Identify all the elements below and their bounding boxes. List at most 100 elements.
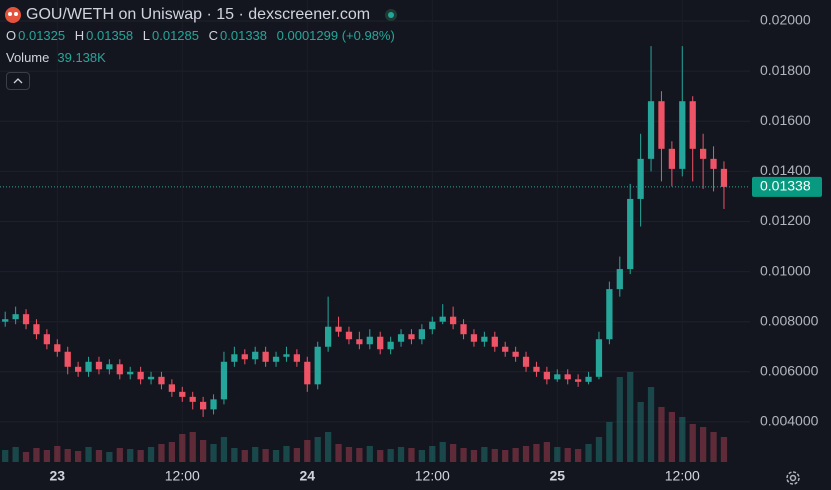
legend-value: 0.01358 xyxy=(86,28,134,43)
candle-body xyxy=(210,399,217,410)
volume-bar xyxy=(127,449,134,462)
volume-bar xyxy=(585,444,592,462)
candle-body xyxy=(168,384,175,392)
volume-bar xyxy=(137,450,144,462)
volume-bar xyxy=(158,444,165,462)
candle-body xyxy=(189,396,196,402)
volume-bar xyxy=(481,447,488,462)
volume-legend: Volume 39.138K xyxy=(6,50,112,65)
candle-body xyxy=(429,321,436,330)
candle-body xyxy=(252,351,259,360)
legend-key: O xyxy=(6,28,17,43)
candle-body xyxy=(470,334,478,342)
ohlc-legend: O 0.01325 H 0.01358 L 0.01285 C 0.01338 0.00… xyxy=(6,28,401,43)
candle-body xyxy=(325,326,332,347)
candle-body xyxy=(481,336,488,342)
volume-bar xyxy=(606,422,613,462)
candle-body xyxy=(533,366,540,372)
candle-body xyxy=(637,158,644,199)
x-tick-label: 12:00 xyxy=(415,468,450,484)
volume-bar xyxy=(335,444,342,462)
volume-bar xyxy=(429,446,436,462)
legend-key: Volume xyxy=(6,50,50,65)
volume-bar xyxy=(533,444,540,462)
volume-bar xyxy=(241,450,248,462)
volume-bar xyxy=(470,450,478,462)
legend-value: 0.01285 xyxy=(152,28,199,43)
volume-bar xyxy=(647,387,655,462)
volume-bar xyxy=(512,448,519,462)
candle-body xyxy=(554,374,561,380)
candle-body xyxy=(85,361,92,372)
candle-body xyxy=(408,334,415,340)
volume-bar xyxy=(658,407,665,462)
legend-value: 0.01338 xyxy=(220,28,268,43)
volume-bar xyxy=(356,448,363,462)
candle-body xyxy=(668,148,675,169)
candle-body xyxy=(606,289,613,340)
y-tick-label: 0.01000 xyxy=(760,262,811,278)
legend-key: H xyxy=(74,28,85,43)
volume-bar xyxy=(314,437,321,462)
candle-body xyxy=(397,334,405,342)
last-price-label: 0.01338 xyxy=(760,178,811,194)
volume-bar xyxy=(116,448,123,462)
candle-body xyxy=(106,364,113,370)
candle-body xyxy=(720,168,728,187)
candle-body xyxy=(595,339,603,377)
candle-body xyxy=(356,339,363,345)
candle-body xyxy=(689,101,696,149)
volume-bar xyxy=(710,432,717,462)
volume-bar xyxy=(64,449,71,462)
volume-bar xyxy=(252,447,259,462)
candle-body xyxy=(647,101,655,159)
volume-bar xyxy=(720,437,728,462)
volume-bar xyxy=(22,452,30,462)
candle-body xyxy=(158,376,165,385)
candle-body xyxy=(314,346,321,385)
volume-bar xyxy=(189,432,196,462)
volume-bar xyxy=(543,442,550,462)
y-tick-label: 0.01400 xyxy=(760,162,811,178)
volume-bar xyxy=(564,448,571,462)
volume-bar xyxy=(220,437,228,462)
volume-bar xyxy=(627,372,634,462)
token-icon-eye xyxy=(14,12,18,16)
volume-bar xyxy=(616,377,623,462)
volume-bar xyxy=(575,449,582,462)
candle-body xyxy=(220,361,228,400)
candle-body xyxy=(262,351,269,362)
candle-body xyxy=(22,314,30,325)
candle-body xyxy=(272,356,280,362)
candle-body xyxy=(95,361,103,370)
legend-key: C xyxy=(208,28,219,43)
volume-bar xyxy=(95,450,103,462)
candle-body xyxy=(502,346,509,352)
volume-bar xyxy=(231,448,238,462)
y-tick-label: 0.01200 xyxy=(760,212,811,228)
volume-bar xyxy=(325,432,332,462)
collapse-button[interactable] xyxy=(6,72,30,90)
candle-body xyxy=(283,354,290,357)
volume-bar xyxy=(106,452,113,462)
collapse-icon xyxy=(13,78,23,84)
volume-bar xyxy=(272,450,280,462)
candle-body xyxy=(616,269,623,290)
candle-body xyxy=(627,198,634,270)
candle-body xyxy=(387,341,394,350)
candle-body xyxy=(450,316,457,325)
candle-body xyxy=(366,336,373,345)
candle-body xyxy=(179,391,186,397)
volume-bar xyxy=(12,447,19,462)
volume-bar xyxy=(293,448,300,462)
volume-bar xyxy=(33,448,40,462)
volume-bar xyxy=(491,449,498,462)
chart-title: GOU/WETH on Uniswap · 15 · dexscreener.c… xyxy=(26,6,371,23)
legend-key: L xyxy=(142,28,150,43)
settings-button[interactable] xyxy=(786,471,800,485)
candle-body xyxy=(564,374,571,380)
volume-bar xyxy=(54,446,61,462)
candle-body xyxy=(460,324,467,335)
legend-change: 0.0001299 (+0.98%) xyxy=(276,28,395,43)
